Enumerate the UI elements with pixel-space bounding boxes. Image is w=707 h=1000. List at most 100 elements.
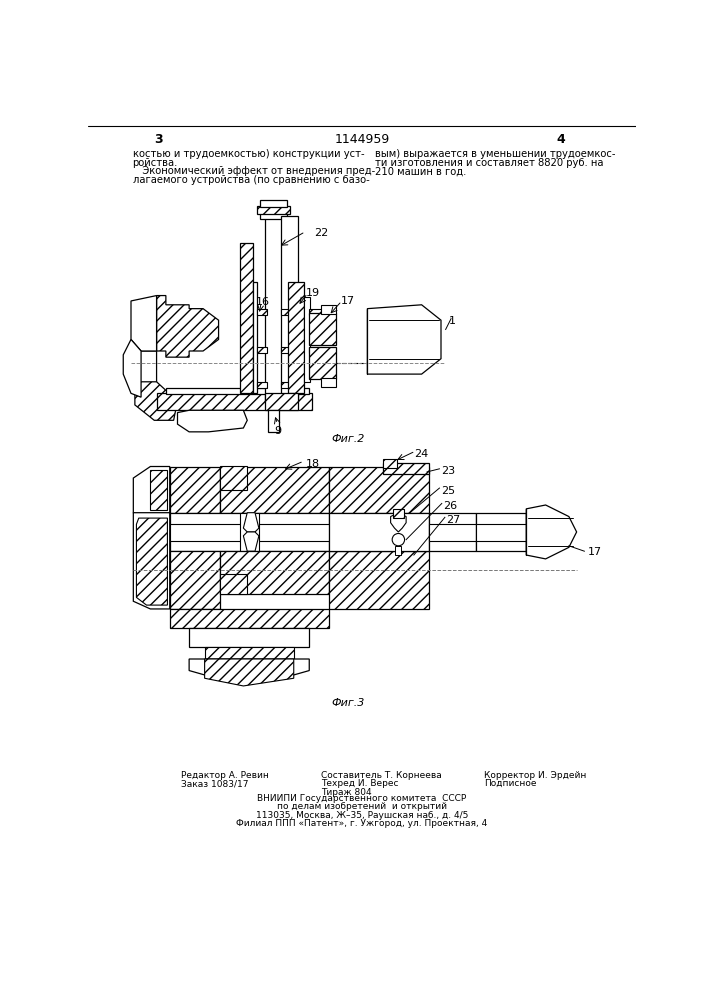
Bar <box>383 459 397 468</box>
Bar <box>281 309 290 315</box>
Bar <box>321 305 337 314</box>
Bar <box>240 513 259 551</box>
Text: 16: 16 <box>256 297 270 307</box>
Bar <box>166 388 309 394</box>
Text: костью и трудоемкостью) конструкции уст-: костью и трудоемкостью) конструкции уст- <box>132 149 364 159</box>
Polygon shape <box>156 296 218 357</box>
Bar <box>265 393 298 410</box>
Bar <box>476 524 526 541</box>
Bar <box>309 309 321 315</box>
Text: 9: 9 <box>275 426 282 436</box>
Text: Техред И. Верес: Техред И. Верес <box>321 779 398 788</box>
Text: ройства.: ройства. <box>132 158 178 168</box>
Bar <box>393 509 404 518</box>
Bar <box>170 466 220 513</box>
Bar <box>281 216 298 401</box>
Text: Редактор А. Ревин: Редактор А. Ревин <box>182 771 269 780</box>
Text: 18: 18 <box>306 459 320 469</box>
Polygon shape <box>134 466 170 520</box>
Bar <box>220 466 247 490</box>
Text: 3: 3 <box>154 133 163 146</box>
Text: 19: 19 <box>306 288 320 298</box>
Text: 23: 23 <box>441 466 455 477</box>
Bar <box>220 574 247 594</box>
Bar <box>170 551 220 609</box>
Text: ти изготовления и составляет 8820 руб. на: ти изготовления и составляет 8820 руб. н… <box>375 158 604 168</box>
Bar <box>329 551 429 609</box>
Bar <box>260 200 287 207</box>
Bar <box>309 347 337 379</box>
Bar <box>309 347 321 353</box>
Text: ВНИИПИ Государственного комитета  СССР: ВНИИПИ Государственного комитета СССР <box>257 794 467 803</box>
Bar <box>220 466 329 513</box>
Text: 24: 24 <box>414 449 428 459</box>
Polygon shape <box>131 296 156 351</box>
Bar <box>265 216 282 401</box>
Bar <box>309 312 337 345</box>
Text: 4: 4 <box>556 133 566 146</box>
Text: 25: 25 <box>441 486 455 496</box>
Text: 27: 27 <box>446 515 461 525</box>
Text: Корректор И. Эрдейн: Корректор И. Эрдейн <box>484 771 586 780</box>
Text: Фиг.2: Фиг.2 <box>332 434 365 444</box>
Bar <box>429 524 476 541</box>
Text: Экономический эффект от внедрения пред-: Экономический эффект от внедрения пред- <box>132 166 375 176</box>
Text: 210 машин в год.: 210 машин в год. <box>375 166 467 176</box>
Bar <box>329 513 429 551</box>
Bar <box>321 378 337 387</box>
Bar <box>329 466 429 513</box>
Text: Филиал ППП «Патент», г. Ужгород, ул. Проектная, 4: Филиал ППП «Патент», г. Ужгород, ул. Про… <box>236 819 488 828</box>
Bar <box>268 410 279 432</box>
Polygon shape <box>204 659 293 686</box>
Bar <box>260 212 287 219</box>
Polygon shape <box>131 351 156 397</box>
Bar <box>395 546 402 555</box>
Bar <box>288 282 304 393</box>
Polygon shape <box>136 518 168 605</box>
Text: вым) выражается в уменьшении трудоемкос-: вым) выражается в уменьшении трудоемкос- <box>375 149 616 159</box>
Text: 26: 26 <box>443 501 457 511</box>
Bar <box>281 382 290 388</box>
Bar <box>189 628 309 647</box>
Polygon shape <box>177 410 247 432</box>
Polygon shape <box>134 513 170 609</box>
Bar <box>170 513 329 551</box>
Text: Составитель Т. Корнеева: Составитель Т. Корнеева <box>321 771 442 780</box>
Bar <box>253 282 257 393</box>
Bar <box>257 206 290 214</box>
Bar <box>257 347 267 353</box>
Bar <box>476 513 526 551</box>
Bar <box>281 347 290 353</box>
Polygon shape <box>243 513 259 532</box>
Bar <box>257 309 267 315</box>
Bar <box>220 551 329 594</box>
Polygon shape <box>123 339 141 397</box>
Bar <box>429 513 476 551</box>
Text: 22: 22 <box>314 228 328 238</box>
Bar <box>257 382 267 388</box>
Bar <box>240 243 253 393</box>
Polygon shape <box>368 305 441 374</box>
Text: 1: 1 <box>449 316 456 326</box>
Text: 17: 17 <box>341 296 355 306</box>
Polygon shape <box>243 532 259 551</box>
Text: 1144959: 1144959 <box>334 133 390 146</box>
Bar <box>170 609 329 628</box>
Polygon shape <box>526 505 577 559</box>
Text: лагаемого устройства (по сравнению с базо-: лагаемого устройства (по сравнению с баз… <box>132 175 369 185</box>
Text: Тираж 804: Тираж 804 <box>321 788 371 797</box>
Bar <box>170 524 329 541</box>
Polygon shape <box>189 659 309 678</box>
Text: 17: 17 <box>588 547 602 557</box>
Text: Фиг.3: Фиг.3 <box>332 698 365 708</box>
Text: Подписное: Подписное <box>484 779 536 788</box>
Polygon shape <box>391 513 406 532</box>
Polygon shape <box>135 382 177 420</box>
Bar <box>383 463 429 474</box>
Bar <box>204 647 293 659</box>
Text: Заказ 1083/17: Заказ 1083/17 <box>182 779 249 788</box>
Text: по делам изобретений  и открытий: по делам изобретений и открытий <box>277 802 447 811</box>
Polygon shape <box>151 470 168 510</box>
Bar <box>304 297 310 382</box>
Text: 113035, Москва, Ж–35, Раушская наб., д. 4/5: 113035, Москва, Ж–35, Раушская наб., д. … <box>256 811 468 820</box>
